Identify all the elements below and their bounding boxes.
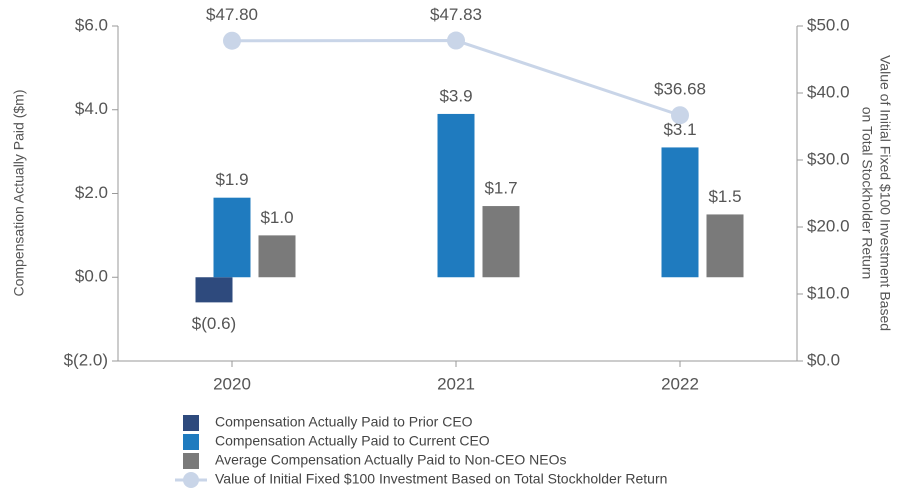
line-point [671,106,689,125]
bar [258,235,296,278]
y-tick-label: $6.0 [75,15,108,34]
legend-label: Compensation Actually Paid to Prior CEO [215,414,473,430]
value-label: $1.0 [260,208,293,227]
y2-tick-label: $30.0 [807,149,850,168]
value-label: $3.9 [439,86,472,105]
bar [661,147,699,278]
x-tick-label: 2021 [437,374,475,393]
value-label: $36.68 [654,80,706,99]
legend-marker [183,472,199,488]
y-tick-label: $4.0 [75,99,108,118]
y-tick-label: $(2.0) [64,350,108,369]
y2-axis-title-line: on Total Stockholder Return [859,107,875,280]
y2-axis-title-line: Value of Initial Fixed $100 Investment B… [877,55,893,331]
value-label: $(0.6) [192,314,236,333]
bar [706,214,744,278]
legend-label: Value of Initial Fixed $100 Investment B… [215,471,667,487]
line-point [447,31,465,50]
x-tick-label: 2022 [661,374,699,393]
legend-swatch [183,415,199,431]
value-label: $47.83 [430,5,482,24]
y-tick-label: $2.0 [75,183,108,202]
legend-swatch [183,434,199,450]
legend-label: Compensation Actually Paid to Current CE… [215,433,490,449]
bar [195,277,233,303]
bar [437,113,475,278]
y-tick-label: $0.0 [75,267,108,286]
value-label: $1.5 [708,187,741,206]
value-label: $47.80 [206,5,258,24]
bar [213,197,251,278]
legend-label: Average Compensation Actually Paid to No… [215,452,566,468]
y2-tick-label: $50.0 [807,15,850,34]
value-label: $3.1 [663,120,696,139]
y2-tick-label: $0.0 [807,350,840,369]
x-tick-label: 2020 [213,374,251,393]
legend-swatch [183,453,199,469]
y-axis-title: Compensation Actually Paid ($m) [11,90,27,297]
bar [482,206,520,278]
y2-tick-label: $10.0 [807,283,850,302]
line-point [223,31,241,50]
value-label: $1.9 [215,170,248,189]
y2-tick-label: $40.0 [807,82,850,101]
y2-tick-label: $20.0 [807,216,850,235]
value-label: $1.7 [484,179,517,198]
